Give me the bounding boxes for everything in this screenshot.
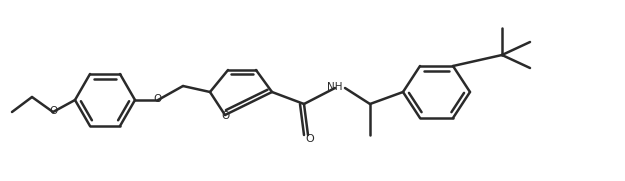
Text: O: O bbox=[49, 106, 57, 116]
Text: O: O bbox=[222, 111, 230, 121]
Text: O: O bbox=[306, 134, 314, 144]
Text: O: O bbox=[154, 94, 162, 104]
Text: NH: NH bbox=[328, 82, 342, 92]
